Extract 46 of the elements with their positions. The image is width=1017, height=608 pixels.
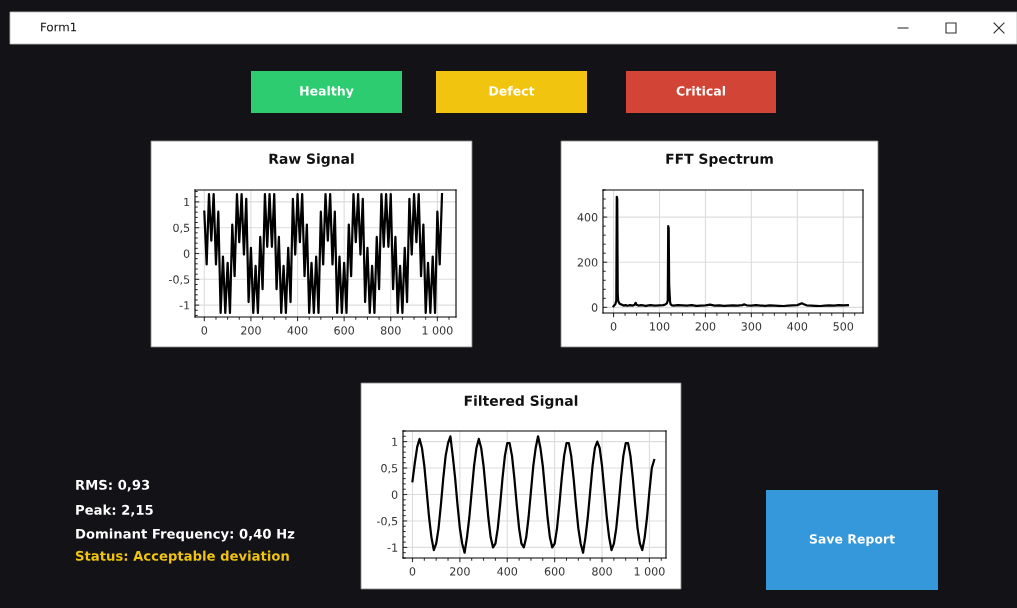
y-tick-label: 1	[392, 437, 398, 446]
y-tick-label: 200	[577, 258, 598, 267]
text: Peak: 2,15	[76, 504, 153, 517]
x-tick-label: 800	[592, 567, 612, 576]
y-tick-label: 0	[591, 303, 598, 312]
y-tick-label: -1	[179, 301, 190, 310]
x-tick-label: 600	[334, 326, 355, 335]
y-tick-label: 0	[391, 490, 398, 499]
y-tick-label: 400	[577, 213, 598, 222]
y-tick-label: -0,5	[377, 516, 398, 527]
line-series	[203, 193, 444, 314]
y-tick-label: -1	[387, 543, 398, 552]
x-tick-label: 600	[544, 567, 565, 576]
x-tick-label: 100	[650, 322, 670, 331]
x-tick-label: 200	[241, 326, 261, 335]
y-tick-label: 1	[184, 197, 190, 207]
x-tick-label: 300	[741, 322, 762, 331]
x-tick-label: 400	[787, 322, 808, 331]
line-series	[612, 195, 849, 308]
x-tick-label: 1 000	[634, 567, 665, 576]
y-tick-label: 0	[183, 249, 190, 258]
text: Healthy	[300, 85, 354, 99]
text: Defect	[489, 85, 535, 96]
x-tick-label: 200	[695, 322, 716, 331]
text: RMS: 0,93	[76, 479, 150, 492]
x-tick-label: 0	[201, 326, 208, 335]
x-tick-label: 400	[287, 326, 308, 335]
y-tick-label: 0,5	[381, 464, 398, 474]
text: Dominant Frequency: 0,40 Hz	[76, 528, 295, 542]
text: Form1	[41, 22, 77, 32]
x-tick-label: 500	[833, 322, 854, 331]
chart-title: Filtered Signal	[464, 395, 578, 409]
x-tick-label: 400	[497, 567, 518, 576]
chart-title: FFT Spectrum	[666, 153, 773, 167]
text: Save Report	[809, 534, 895, 547]
line-series	[411, 435, 656, 554]
chart-title: Raw Signal	[269, 153, 354, 167]
x-tick-label: 800	[380, 326, 401, 335]
y-tick-label: 0,5	[173, 223, 190, 234]
text: Critical	[676, 85, 725, 96]
x-tick-label: 0	[610, 322, 617, 331]
text: Status: Acceptable deviation	[75, 550, 289, 564]
x-tick-label: 1 000	[422, 326, 453, 335]
x-tick-label: 200	[450, 567, 470, 576]
x-tick-label: 0	[409, 567, 416, 576]
y-tick-label: -0,5	[169, 275, 190, 285]
